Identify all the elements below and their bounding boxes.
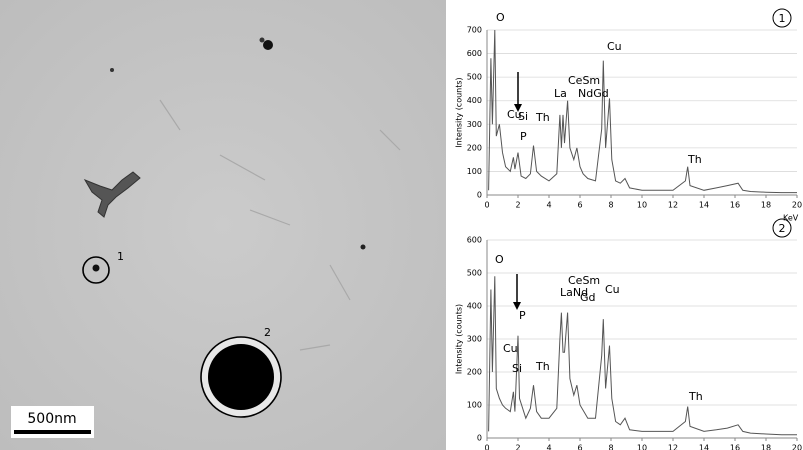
x-tick-label: 16 (730, 201, 740, 210)
arrow-head (514, 104, 522, 112)
y-tick-label: 0 (477, 191, 482, 200)
y-tick-label: 300 (467, 120, 482, 129)
x-tick-label: 8 (608, 444, 613, 450)
x-tick-label: 10 (637, 444, 647, 450)
element-label: Th (535, 360, 550, 373)
y-tick-label: 500 (467, 73, 482, 82)
scale-bar (14, 430, 91, 434)
y-tick-label: 400 (467, 302, 482, 311)
panel-label: 1 (779, 12, 786, 25)
tem-image: 1 2 500nm (0, 0, 446, 450)
x-tick-label: 8 (608, 201, 613, 210)
x-tick-label: 18 (761, 201, 771, 210)
y-tick-label: 100 (467, 401, 482, 410)
particle (92, 264, 100, 272)
x-tick-label: 18 (761, 444, 771, 450)
arrow-head (513, 302, 521, 310)
element-label: Th (535, 111, 550, 124)
element-label: La (554, 87, 567, 100)
x-tick-label: 4 (546, 201, 551, 210)
element-label: Cu (605, 283, 620, 296)
aggregate (83, 171, 141, 218)
spectrum-line (488, 29, 797, 194)
particle (208, 344, 274, 410)
y-tick-label: 300 (467, 335, 482, 344)
element-label: CeSm (568, 74, 600, 87)
y-tick-label: 400 (467, 96, 482, 105)
y-tick-label: 200 (467, 143, 482, 152)
element-label: Si (518, 110, 528, 123)
panel-label-circle (772, 8, 792, 28)
scale-bar-label: 500nm (27, 411, 76, 427)
x-tick-label: 0 (484, 444, 489, 450)
particle (360, 244, 366, 250)
marker-circle (82, 256, 110, 284)
element-label: Cu (503, 342, 518, 355)
y-axis-label: Intensity (counts) (455, 77, 464, 147)
x-tick-label: 2 (515, 201, 520, 210)
x-axis-label: KeV (783, 214, 799, 223)
x-tick-label: 14 (699, 444, 709, 450)
element-label: P (520, 130, 527, 143)
x-tick-label: 6 (577, 201, 582, 210)
y-tick-label: 600 (467, 236, 482, 245)
element-label: NdGd (578, 87, 609, 100)
element-label: O (496, 11, 505, 24)
y-tick-label: 200 (467, 368, 482, 377)
x-tick-label: 0 (484, 201, 489, 210)
marker-label: 2 (264, 326, 271, 339)
particle (259, 37, 265, 43)
y-tick-label: 100 (467, 167, 482, 176)
y-axis-label: Intensity (counts) (455, 304, 464, 374)
element-label: CeSm (568, 274, 600, 287)
element-label: Cu (607, 40, 622, 53)
marker-label: 1 (117, 250, 124, 263)
panel-label: 2 (779, 222, 786, 235)
element-label: LaNd (560, 286, 588, 299)
x-tick-label: 14 (699, 201, 709, 210)
x-tick-label: 2 (515, 444, 520, 450)
element-label: Si (512, 362, 522, 375)
y-tick-label: 500 (467, 269, 482, 278)
element-label: P (519, 309, 526, 322)
element-label: Gd (580, 291, 596, 304)
x-tick-label: 12 (668, 201, 678, 210)
y-tick-label: 700 (467, 26, 482, 35)
element-label: Th (688, 390, 703, 403)
y-tick-label: 0 (477, 434, 482, 443)
image-texture (159, 99, 401, 351)
element-label: O (495, 253, 504, 266)
x-tick-label: 12 (668, 444, 678, 450)
x-tick-label: 6 (577, 444, 582, 450)
x-tick-label: 10 (637, 201, 647, 210)
particle (110, 68, 114, 72)
x-tick-label: 20 (792, 444, 802, 450)
x-tick-label: 20 (792, 201, 802, 210)
particle (263, 40, 273, 50)
y-tick-label: 600 (467, 49, 482, 58)
x-tick-label: 16 (730, 444, 740, 450)
element-label: Th (687, 153, 702, 166)
spectrum-line (488, 276, 797, 436)
x-tick-label: 4 (546, 444, 551, 450)
panel-label-circle (772, 218, 792, 238)
